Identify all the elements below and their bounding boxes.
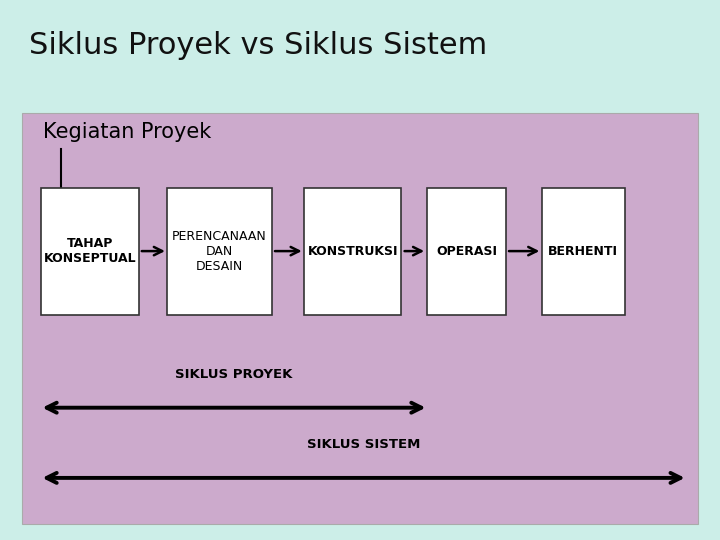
Text: OPERASI: OPERASI	[436, 245, 497, 258]
Text: BERHENTI: BERHENTI	[548, 245, 618, 258]
Bar	[167, 187, 271, 314]
Text: SIKLUS PROYEK: SIKLUS PROYEK	[175, 368, 293, 381]
Text: Siklus Proyek vs Siklus Sistem: Siklus Proyek vs Siklus Sistem	[29, 31, 487, 60]
Bar	[427, 187, 506, 314]
Bar	[22, 113, 698, 524]
Bar	[304, 187, 402, 314]
Text: SIKLUS SISTEM: SIKLUS SISTEM	[307, 438, 420, 451]
Text: TAHAP
KONSEPTUAL: TAHAP KONSEPTUAL	[44, 237, 136, 265]
Text: KONSTRUKSI: KONSTRUKSI	[307, 245, 398, 258]
Bar	[42, 187, 138, 314]
Text: PERENCANAAN
DAN
DESAIN: PERENCANAAN DAN DESAIN	[172, 230, 267, 273]
Text: Kegiatan Proyek: Kegiatan Proyek	[43, 122, 212, 143]
Bar	[542, 187, 625, 314]
